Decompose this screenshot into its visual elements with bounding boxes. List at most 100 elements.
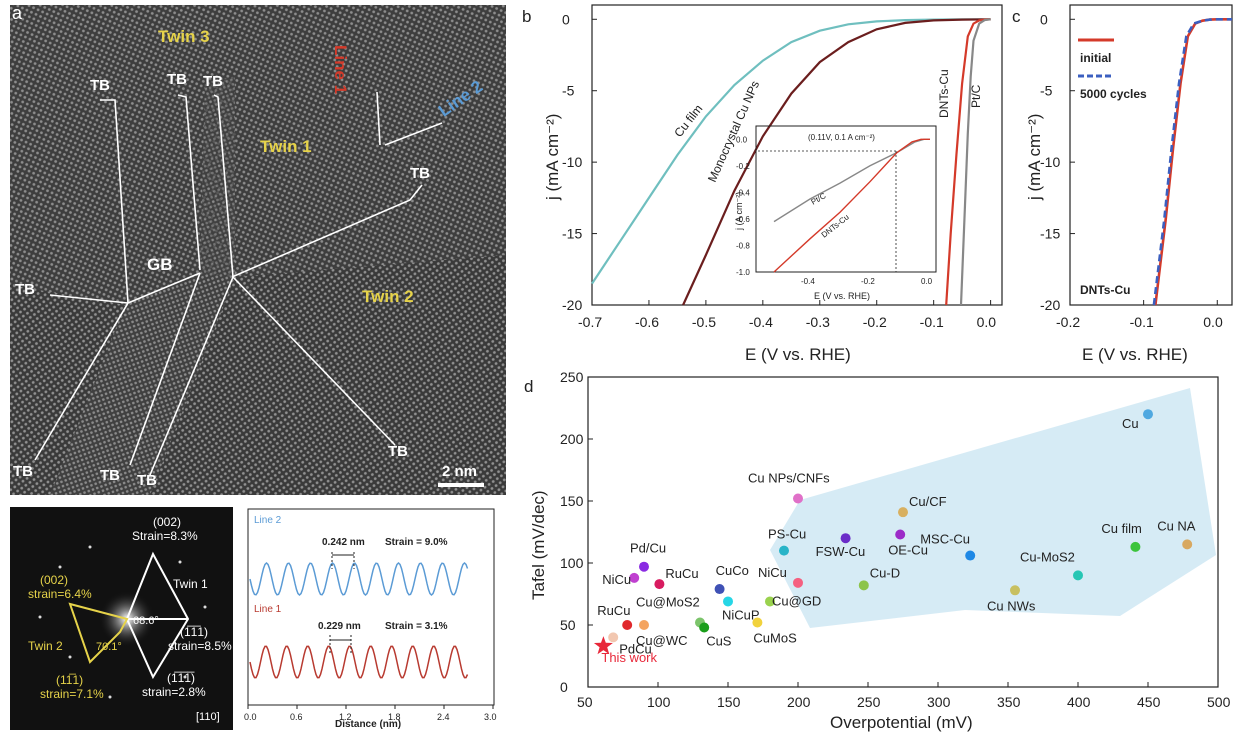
inset-y-tick-label: -0.8 bbox=[736, 241, 750, 250]
fft-strain-8-5: strain=8.5% bbox=[168, 639, 232, 653]
point-label: Pd/Cu bbox=[630, 541, 666, 556]
x-tick-label: -0.4 bbox=[749, 314, 773, 330]
point-label: RuCu bbox=[665, 566, 698, 581]
marker-nicup bbox=[723, 596, 733, 607]
panel-d-ylabel: Tafel (mV/dec) bbox=[529, 490, 548, 600]
panel-c-ylabel: j (mA cm⁻²) bbox=[1025, 114, 1044, 201]
x-tick-label: 100 bbox=[647, 694, 671, 710]
point-label: Cu NPs/CNFs bbox=[748, 471, 830, 486]
series-line-initial bbox=[1154, 18, 1232, 306]
x-tick-label: -0.1 bbox=[1130, 314, 1154, 330]
x-tick-label: -0.2 bbox=[1056, 314, 1080, 330]
tafel-chart: 50 100 150 200 250 300 350 400 450 500 0 50 100 150 20… bbox=[524, 369, 1231, 732]
profile-d2: 0.242 nm bbox=[322, 537, 365, 548]
fft-strain-7-1: strain=7.1% bbox=[40, 687, 104, 701]
point-label: Cu NA bbox=[1157, 518, 1196, 533]
y-tick-label: -20 bbox=[1040, 297, 1060, 313]
marker-cu-na bbox=[1182, 539, 1193, 550]
fft-111: (1̅1̅1) bbox=[180, 625, 209, 639]
scalebar-label: 2 nm bbox=[442, 463, 478, 480]
line1-label: Line 1 bbox=[331, 45, 350, 95]
inset-line-pt-c bbox=[773, 138, 930, 223]
point-label: PdCu bbox=[619, 641, 652, 656]
point-label: OE-Cu bbox=[888, 542, 928, 557]
panel-c-sample: DNTs-Cu bbox=[1080, 283, 1130, 297]
profile-xtick: 1.2 bbox=[339, 712, 352, 722]
profile-strain1: Strain = 3.1% bbox=[385, 621, 448, 632]
point-label: Cu@WC bbox=[636, 633, 687, 648]
y-tick-label: 0 bbox=[1040, 11, 1048, 27]
point-label: PS-Cu bbox=[768, 527, 806, 542]
x-tick-label: -0.6 bbox=[635, 314, 659, 330]
point-label: Cu NWs bbox=[987, 598, 1036, 613]
x-tick-label: 350 bbox=[997, 694, 1021, 710]
x-tick-label: 250 bbox=[857, 694, 881, 710]
inset-y-tick-label: -1.0 bbox=[736, 268, 750, 277]
fft-pattern bbox=[38, 545, 207, 699]
inset-ylabel: j (A cm⁻²) bbox=[734, 192, 744, 231]
marker-rucu bbox=[654, 579, 665, 590]
profile-xtick: 3.0 bbox=[484, 712, 497, 722]
x-tick-label: 0.0 bbox=[1203, 314, 1223, 330]
marker-cu bbox=[1143, 409, 1153, 420]
tb-label: TB bbox=[137, 472, 157, 489]
point-label: FSW-Cu bbox=[816, 544, 866, 559]
x-tick-label: 450 bbox=[1137, 694, 1161, 710]
panel-b-lsv: -0.7 -0.6 -0.5 -0.4 -0.3 -0.2 -0.1 0.0 0 -5 -10 -15… bbox=[510, 0, 1010, 370]
panel-b-ylabel: j (mA cm⁻²) bbox=[543, 114, 562, 201]
inset-x-tick-label: -0.2 bbox=[861, 277, 875, 286]
y-tick-label: -10 bbox=[1040, 154, 1060, 170]
fft-002-top: (002) bbox=[153, 515, 182, 529]
point-label: Cu@MoS2 bbox=[636, 595, 700, 610]
marker-pd-cu bbox=[639, 561, 649, 572]
point-label: NiCuP bbox=[722, 607, 760, 622]
fft-panel: (002) Strain=8.3% Twin 1 (002) strain=6.… bbox=[10, 507, 233, 730]
fft-1m11: (11̅1) bbox=[56, 673, 84, 687]
fft-strain-8-3: Strain=8.3% bbox=[132, 529, 198, 543]
marker-cu-nws bbox=[1010, 585, 1020, 596]
legend-5000-label: 5000 cycles bbox=[1080, 87, 1147, 101]
fft-002-left: (002) bbox=[40, 573, 69, 587]
fft-angle-70: 70.1° bbox=[96, 641, 122, 653]
marker-nicu bbox=[793, 577, 803, 588]
label-cu-film: Cu film bbox=[671, 102, 705, 140]
y-tick-label: 100 bbox=[560, 555, 584, 571]
point-label: Cu-MoS2 bbox=[1020, 549, 1075, 564]
y-tick-label: 250 bbox=[560, 370, 584, 385]
x-tick-label: 50 bbox=[577, 694, 593, 710]
marker-this-work bbox=[593, 636, 613, 655]
hrtem-image bbox=[10, 5, 506, 495]
label-monocrystal: Monocrystal Cu NPs bbox=[705, 79, 762, 185]
point-label: CuMoS bbox=[753, 631, 797, 646]
profile-strain2: Strain = 9.0% bbox=[385, 537, 448, 548]
x-tick-label: 500 bbox=[1207, 694, 1231, 710]
profile-xtick: 0.0 bbox=[244, 712, 257, 722]
marker-oe-cu bbox=[895, 529, 906, 540]
plot-frame bbox=[591, 4, 1003, 306]
tb-label: TB bbox=[203, 73, 223, 90]
scalebar bbox=[438, 483, 484, 487]
point-label: This work bbox=[601, 650, 657, 665]
y-tick-label: 150 bbox=[560, 493, 584, 509]
twin1-label: Twin 1 bbox=[260, 137, 312, 156]
point-label: NiCu bbox=[602, 572, 631, 587]
twin2-label: Twin 2 bbox=[362, 287, 414, 306]
marker-cumos bbox=[752, 617, 763, 628]
y-tick-label: 200 bbox=[560, 431, 584, 447]
legend-initial-label: initial bbox=[1080, 51, 1111, 65]
panel-a-letter: a bbox=[12, 3, 23, 23]
series-line-pt-c bbox=[959, 18, 991, 306]
series-line-5000-cycles bbox=[1152, 18, 1232, 306]
point-label: Cu film bbox=[1101, 521, 1141, 536]
x-tick-label: -0.7 bbox=[578, 314, 602, 330]
lsv-chart: -0.7 -0.6 -0.5 -0.4 -0.3 -0.2 -0.1 0.0 0 -5 -10 -15… bbox=[522, 4, 1003, 364]
inset-x-tick-label: 0.0 bbox=[921, 277, 933, 286]
profile-xlabel: Distance (nm) bbox=[335, 719, 402, 730]
gb-label: GB bbox=[147, 255, 173, 274]
tb-label: TB bbox=[13, 463, 33, 480]
y-tick-label: -5 bbox=[562, 83, 575, 99]
inset-ptc-label: Pt/C bbox=[810, 191, 828, 207]
tb-label: TB bbox=[167, 71, 187, 88]
panel-c-xlabel: E (V vs. RHE) bbox=[1082, 345, 1188, 364]
panel-a-hrtem: a Twin 3 Twin 1 Twin 2 GB TB TB TB TB TB… bbox=[10, 3, 506, 495]
